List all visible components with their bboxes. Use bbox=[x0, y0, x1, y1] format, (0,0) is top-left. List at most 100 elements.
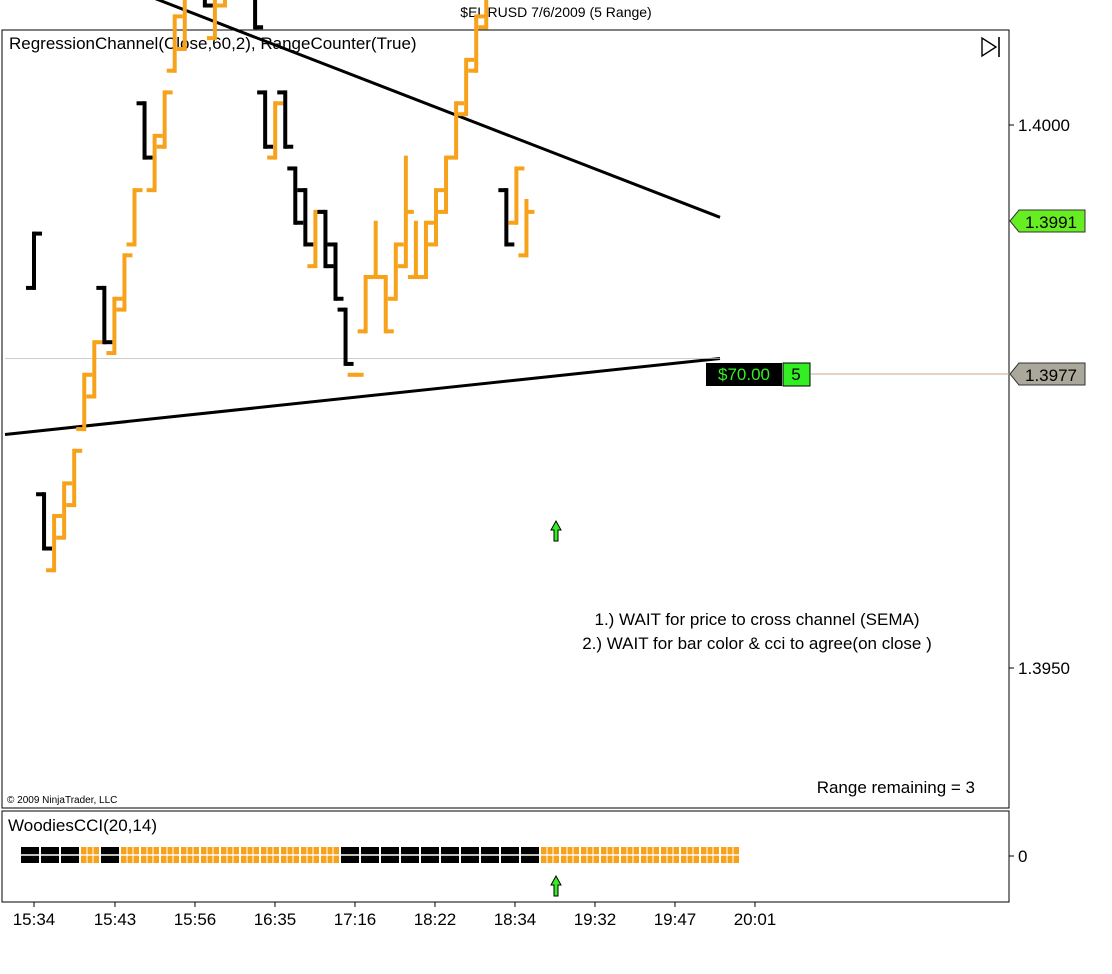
play-icon bbox=[981, 36, 998, 58]
ohlc-bar bbox=[76, 372, 93, 432]
ohlc-bar bbox=[277, 90, 294, 149]
cci-bar bbox=[361, 847, 379, 863]
ohlc-bar bbox=[56, 481, 73, 540]
ohlc-bar bbox=[508, 166, 525, 225]
ohlc-bar bbox=[202, 0, 213, 8]
cci-bar bbox=[221, 847, 239, 863]
cci-bar bbox=[481, 847, 499, 863]
indicators-label: RegressionChannel(Close,60,2), RangeCoun… bbox=[9, 34, 417, 53]
cci-bar bbox=[261, 847, 279, 863]
ohlc-bar bbox=[337, 307, 354, 366]
cci-bar bbox=[281, 847, 299, 863]
ohlc-bar bbox=[86, 340, 103, 399]
ohlc-bar bbox=[518, 199, 535, 258]
cci-bar bbox=[381, 847, 399, 863]
x-tick-label: 16:35 bbox=[254, 910, 297, 929]
cci-bar bbox=[241, 847, 259, 863]
x-tick-label: 20:01 bbox=[734, 910, 777, 929]
ohlc-bar bbox=[458, 57, 475, 117]
cci-indicator-label: WoodiesCCI(20,14) bbox=[8, 816, 157, 835]
ohlc-bar bbox=[257, 90, 274, 149]
cci-bar bbox=[121, 847, 139, 863]
cci-bar bbox=[541, 847, 559, 863]
ohlc-bar bbox=[166, 14, 183, 73]
cci-bar bbox=[101, 847, 119, 863]
up-arrow-icon bbox=[550, 519, 562, 542]
price-bars bbox=[26, 0, 535, 573]
cci-bar bbox=[201, 847, 219, 863]
cci-bar bbox=[641, 847, 659, 863]
cci-bar bbox=[21, 847, 39, 863]
cci-bar bbox=[161, 847, 179, 863]
position-pnl: $70.00 bbox=[718, 365, 770, 384]
position-badge[interactable]: $70.00 5 bbox=[706, 362, 811, 387]
position-pnl-box bbox=[706, 363, 782, 386]
y-tick-label-2: 1.3950 bbox=[1018, 659, 1070, 678]
ohlc-bar bbox=[387, 242, 404, 301]
copyright-text: © 2009 NinjaTrader, LLC bbox=[7, 795, 117, 806]
ohlc-bar bbox=[317, 209, 334, 269]
ohlc-bar bbox=[26, 231, 42, 290]
ohlc-bar bbox=[448, 101, 465, 160]
x-tick-label: 19:32 bbox=[574, 910, 617, 929]
ohlc-bar bbox=[397, 155, 414, 269]
ohlc-bar bbox=[126, 188, 143, 247]
ohlc-bar bbox=[377, 275, 394, 334]
ohlc-bar bbox=[347, 372, 364, 377]
x-tick-label: 18:22 bbox=[414, 910, 457, 929]
price-panel-frame bbox=[1, 29, 1010, 809]
ohlc-bar bbox=[287, 166, 304, 225]
ohlc-bar bbox=[327, 242, 344, 301]
cci-bar bbox=[181, 847, 199, 863]
ohlc-bar bbox=[206, 0, 217, 41]
cci-bar bbox=[561, 847, 579, 863]
cci-bar bbox=[301, 847, 319, 863]
scroll-to-end-button[interactable] bbox=[978, 36, 1004, 58]
cci-histogram bbox=[21, 847, 739, 863]
order-price-marker: 1.3977 bbox=[1009, 362, 1086, 386]
last-price-text: 1.3991 bbox=[1025, 213, 1077, 232]
ohlc-bar bbox=[253, 0, 264, 30]
ohlc-bar bbox=[116, 253, 133, 312]
cci-bar bbox=[601, 847, 619, 863]
cci-bar bbox=[81, 847, 99, 863]
ohlc-bar bbox=[417, 220, 434, 280]
ohlc-bar bbox=[468, 14, 485, 73]
note-line-1: 1.) WAIT for price to cross channel (SEM… bbox=[595, 610, 920, 629]
ohlc-bar bbox=[176, 0, 187, 51]
cci-bar bbox=[61, 847, 79, 863]
x-tick-label: 15:56 bbox=[174, 910, 217, 929]
note-line-2: 2.) WAIT for bar color & cci to agree(on… bbox=[582, 634, 932, 653]
channel-upper-line bbox=[154, 0, 721, 219]
ohlc-bar bbox=[146, 133, 163, 193]
ohlc-bar bbox=[216, 0, 227, 8]
signal-arrow-price bbox=[550, 519, 562, 542]
x-tick-label: 15:43 bbox=[94, 910, 137, 929]
ohlc-bar bbox=[136, 101, 153, 160]
ohlc-bar bbox=[428, 188, 444, 247]
cci-bar bbox=[41, 847, 59, 863]
cci-bar bbox=[441, 847, 459, 863]
cci-bar bbox=[321, 847, 339, 863]
cci-bar bbox=[721, 847, 739, 863]
x-tick-label: 19:47 bbox=[654, 910, 697, 929]
cci-bar bbox=[341, 847, 359, 863]
cci-bar bbox=[661, 847, 679, 863]
cci-bar bbox=[581, 847, 599, 863]
range-remaining-text: Range remaining = 3 bbox=[817, 778, 975, 797]
ohlc-bar bbox=[297, 188, 314, 247]
ohlc-bar bbox=[106, 296, 123, 356]
ohlc-bar bbox=[498, 188, 515, 247]
cci-bar bbox=[521, 847, 539, 863]
cci-bar bbox=[461, 847, 479, 863]
cci-y-tick-label: 0 bbox=[1018, 847, 1027, 866]
x-tick-label: 15:34 bbox=[13, 910, 56, 929]
regression-channel bbox=[4, 0, 721, 437]
y-tick-label-1: 1.4000 bbox=[1018, 116, 1070, 135]
cci-bar bbox=[401, 847, 419, 863]
up-arrow-icon bbox=[550, 874, 562, 897]
ohlc-bar bbox=[36, 492, 53, 551]
cci-bar bbox=[681, 847, 699, 863]
chart-title: $EURUSD 7/6/2009 (5 Range) bbox=[460, 4, 652, 20]
